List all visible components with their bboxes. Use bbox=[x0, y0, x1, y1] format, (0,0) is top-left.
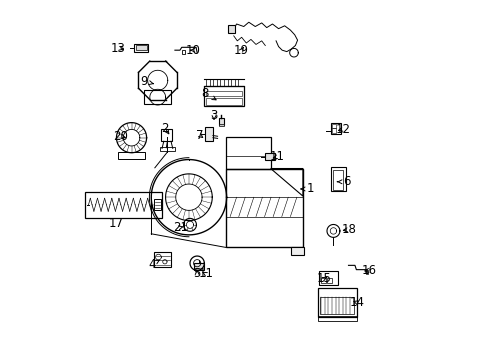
Text: 16: 16 bbox=[361, 264, 376, 277]
Bar bbox=[265, 153, 275, 160]
Text: 1: 1 bbox=[301, 183, 314, 195]
Bar bbox=[319, 271, 337, 285]
Bar bbox=[330, 123, 340, 134]
Bar bbox=[225, 168, 303, 247]
Bar bbox=[365, 270, 367, 274]
Bar bbox=[332, 170, 343, 190]
Bar bbox=[85, 192, 162, 218]
Text: 2: 2 bbox=[161, 122, 168, 135]
Text: 20: 20 bbox=[113, 130, 128, 143]
Text: 19: 19 bbox=[234, 44, 248, 57]
Bar bbox=[154, 199, 160, 210]
Bar bbox=[225, 137, 270, 168]
Bar bbox=[154, 252, 171, 267]
Bar bbox=[144, 90, 171, 104]
Bar bbox=[290, 247, 303, 255]
Text: 10: 10 bbox=[186, 44, 201, 57]
Bar bbox=[134, 44, 148, 51]
Bar bbox=[118, 152, 145, 159]
Text: 7: 7 bbox=[196, 129, 203, 142]
Bar bbox=[319, 297, 353, 315]
Text: 17: 17 bbox=[108, 217, 123, 230]
Text: 13: 13 bbox=[111, 41, 125, 54]
Bar bbox=[320, 278, 325, 283]
Bar bbox=[218, 118, 224, 126]
Text: 8: 8 bbox=[201, 87, 216, 100]
Text: 15: 15 bbox=[316, 272, 331, 285]
Text: 9: 9 bbox=[140, 75, 153, 88]
Text: 11: 11 bbox=[198, 267, 213, 280]
Bar bbox=[193, 263, 204, 270]
Text: 6: 6 bbox=[337, 175, 350, 188]
Bar bbox=[204, 127, 212, 140]
Bar bbox=[228, 25, 234, 33]
Text: 4: 4 bbox=[148, 258, 159, 271]
Text: 11: 11 bbox=[269, 150, 285, 163]
Bar bbox=[136, 45, 146, 50]
Text: 5: 5 bbox=[193, 267, 201, 280]
Bar bbox=[218, 124, 224, 126]
Bar bbox=[330, 167, 346, 192]
Bar bbox=[161, 129, 172, 141]
Bar bbox=[317, 288, 357, 317]
Bar bbox=[331, 129, 335, 133]
Bar bbox=[204, 86, 244, 107]
Bar bbox=[182, 50, 185, 54]
Text: 18: 18 bbox=[341, 223, 356, 236]
Text: 21: 21 bbox=[173, 221, 188, 234]
Text: 14: 14 bbox=[349, 296, 364, 309]
Bar bbox=[331, 124, 335, 129]
Bar bbox=[206, 98, 242, 105]
Bar bbox=[317, 316, 357, 320]
Text: 12: 12 bbox=[335, 122, 350, 136]
Bar bbox=[206, 91, 242, 96]
Text: 3: 3 bbox=[210, 109, 217, 122]
Bar bbox=[326, 278, 332, 283]
Bar bbox=[160, 147, 174, 150]
